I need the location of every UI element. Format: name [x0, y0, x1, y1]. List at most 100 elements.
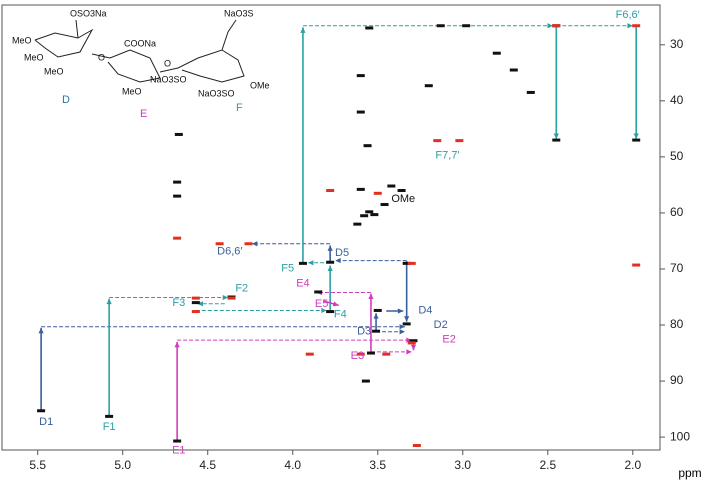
annotation: D6,6′	[217, 246, 242, 258]
annotation: F2	[235, 282, 248, 294]
peak	[407, 341, 416, 345]
peak	[365, 26, 374, 30]
arrow-head	[404, 316, 410, 322]
x-tick-label: 3.5	[369, 458, 386, 472]
peak	[407, 261, 416, 265]
plot-frame	[1, 4, 661, 451]
arrow-head	[197, 301, 203, 307]
arrow-head	[399, 329, 405, 335]
peak	[174, 132, 183, 136]
peak	[409, 339, 418, 343]
annotation: F3	[172, 297, 185, 309]
annotation: E1	[172, 444, 185, 456]
x-tick-label: 4.0	[284, 458, 301, 472]
peak	[632, 24, 641, 28]
annotation: D4	[418, 304, 432, 316]
arrow-head	[300, 27, 306, 33]
annotation: E4	[296, 277, 309, 289]
peak	[353, 222, 362, 226]
arrow-head	[399, 324, 405, 330]
bond	[221, 19, 237, 51]
annotation: OMe	[391, 193, 415, 205]
peak	[526, 90, 535, 94]
peak	[373, 191, 382, 195]
x-tick-label: 3.0	[454, 458, 471, 472]
arrow-head	[406, 349, 412, 355]
structure-text: MeO	[12, 35, 32, 45]
peak	[356, 187, 365, 191]
y-tick-label: 60	[670, 205, 684, 219]
peak	[552, 24, 561, 28]
annotation: D1	[39, 416, 53, 428]
arrow-head	[106, 298, 112, 305]
peak	[173, 439, 182, 443]
peak	[360, 214, 369, 218]
y-tick-label: 50	[670, 149, 684, 163]
arrow-head	[547, 23, 553, 29]
y-tick-label: 70	[670, 261, 684, 275]
y-tick-label: 100	[670, 429, 690, 443]
structure-text: NaO3SO	[198, 88, 235, 98]
arrow-head	[222, 294, 229, 301]
peak	[632, 263, 641, 267]
structure-text: NaO3S	[224, 8, 254, 18]
arrow-head	[335, 257, 341, 264]
structure-text: OMe	[250, 80, 270, 90]
peak	[373, 308, 382, 312]
arrow-head	[373, 313, 379, 319]
arrow-head	[327, 245, 333, 251]
peak	[37, 409, 46, 413]
peak	[305, 352, 314, 356]
annotation: F6,6′	[616, 9, 640, 21]
annotation: E2	[442, 333, 455, 345]
y-tick-label: 90	[670, 373, 684, 387]
x-axis-label: ppm	[678, 466, 701, 480]
arrow-head	[627, 23, 633, 29]
peak	[363, 144, 372, 148]
y-tick-label: 30	[670, 37, 684, 51]
ring-f	[159, 49, 245, 83]
peak	[326, 310, 335, 314]
peak	[370, 213, 379, 217]
peak	[227, 296, 236, 300]
peak	[632, 138, 641, 142]
y-tick-label: 40	[670, 93, 684, 107]
peak	[191, 310, 200, 314]
peak	[372, 329, 381, 333]
peak	[361, 379, 370, 383]
peak	[397, 189, 406, 193]
peak	[387, 184, 396, 188]
arrow-head	[38, 327, 44, 334]
y-tick-label: 80	[670, 317, 684, 331]
annotation: F1	[103, 421, 116, 433]
ring-e	[91, 49, 161, 83]
x-tick-label: 4.5	[199, 458, 216, 472]
peak	[492, 51, 501, 55]
peak	[552, 138, 561, 142]
peak	[314, 290, 323, 294]
peak	[105, 414, 114, 418]
arrow-head	[406, 337, 412, 343]
arrow-head	[397, 308, 404, 314]
peak	[424, 84, 433, 88]
peak	[380, 203, 389, 207]
peak	[173, 180, 182, 184]
annotation: D2	[434, 319, 448, 331]
peak	[244, 242, 253, 246]
peak	[215, 242, 224, 246]
peak	[382, 352, 391, 356]
ring-label: F	[236, 102, 243, 114]
peak	[366, 351, 375, 355]
bond	[75, 19, 79, 39]
peak	[402, 322, 411, 326]
ring-d	[34, 28, 94, 58]
arrow-head	[553, 133, 559, 139]
peak	[365, 210, 374, 214]
structure-text: MeO	[122, 86, 142, 96]
peak	[509, 68, 518, 72]
peak	[356, 352, 365, 356]
structure-text: NaO3SO	[150, 74, 187, 84]
structure	[34, 19, 245, 83]
peak	[326, 260, 335, 264]
structure-text: MeO	[24, 52, 44, 62]
